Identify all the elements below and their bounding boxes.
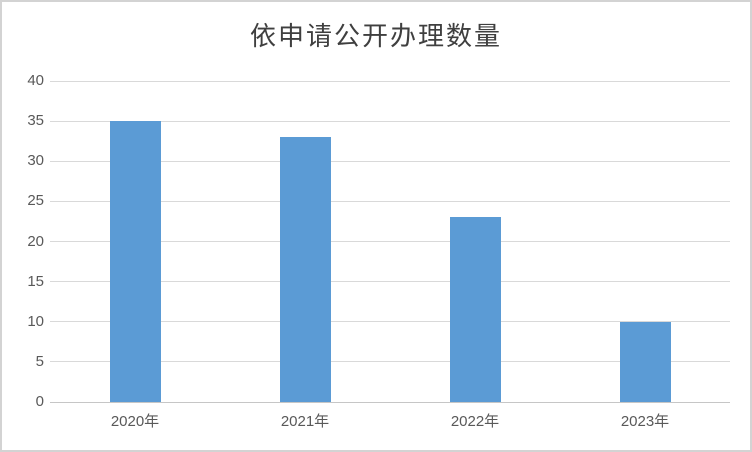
y-tick-label: 0 [35, 393, 44, 410]
bar-2023年 [619, 321, 671, 402]
y-gridline [50, 200, 730, 202]
y-tick-label: 25 [27, 192, 44, 210]
y-gridline [50, 120, 730, 122]
y-axis-labels: 0 5 10 15 20 25 30 35 40 [4, 2, 44, 450]
chart-title: 依申请公开办理数量 [249, 22, 502, 51]
x-tick-label: 2021年 [280, 413, 330, 430]
y-tick-label: 20 [27, 232, 44, 250]
y-tick-label: 5 [35, 352, 44, 370]
x-tick-label: 2020年 [110, 413, 160, 430]
y-gridline [50, 241, 730, 242]
y-tick-label: 30 [27, 152, 44, 170]
y-gridline [50, 361, 730, 363]
y-tick-label: 35 [27, 112, 44, 130]
y-gridline [50, 80, 730, 82]
x-tick-label: 2022年 [450, 413, 500, 430]
y-tick-label: 10 [27, 312, 44, 330]
bar-2022年 [449, 217, 501, 402]
y-gridline [50, 160, 730, 162]
x-tick-label: 2023年 [620, 413, 670, 430]
y-tick-label: 15 [27, 272, 44, 290]
bar-2020年 [109, 121, 161, 402]
x-axis-baseline [50, 402, 730, 403]
bar-2021年 [279, 137, 331, 402]
x-axis-labels: 2020年 2021年 2022年 2023年 [50, 410, 730, 434]
plot-area [50, 80, 730, 403]
y-tick-label: 40 [27, 72, 44, 89]
y-gridline [50, 321, 730, 323]
y-gridline [50, 281, 730, 283]
